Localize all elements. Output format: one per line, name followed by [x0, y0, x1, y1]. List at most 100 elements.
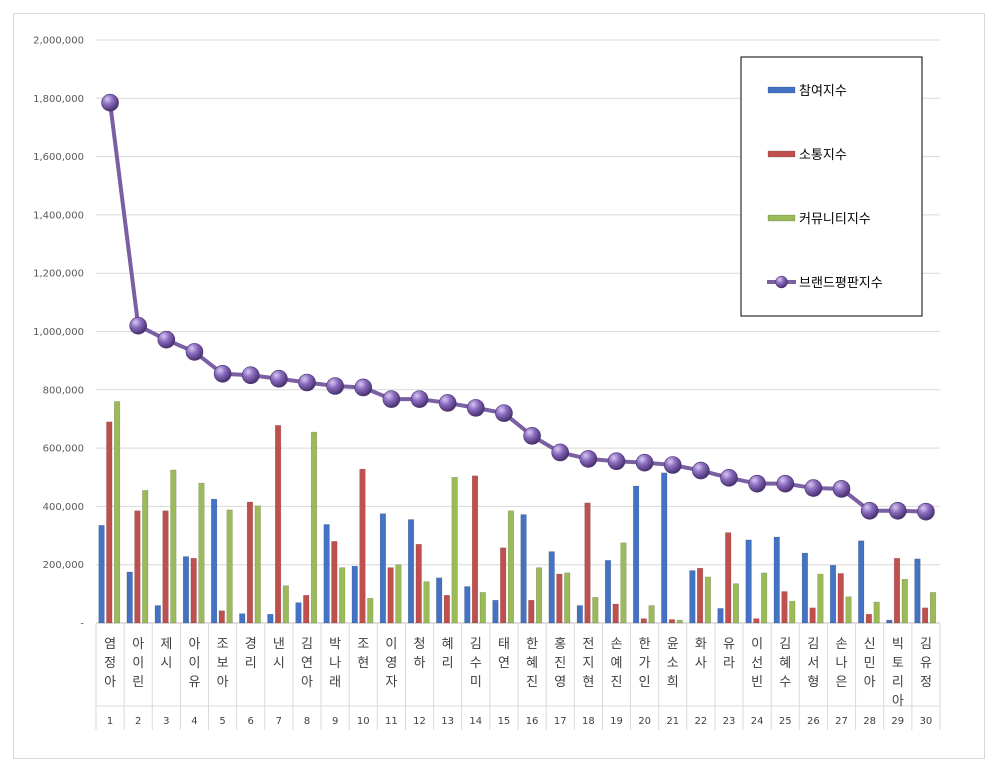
reputation-point-11: [382, 390, 401, 408]
bar-3-16: [536, 567, 543, 624]
category-label-char: 린: [132, 675, 144, 690]
bar-1-11: [379, 513, 386, 624]
rank-label: 22: [695, 716, 708, 727]
rank-label: 19: [610, 716, 623, 727]
bar-3-25: [789, 600, 796, 624]
category-label-char: 예: [610, 656, 622, 671]
category-label-char: 시: [273, 656, 285, 671]
category-label-char: 시: [160, 656, 172, 671]
bar-2-20: [640, 618, 647, 624]
rank-label: 8: [304, 716, 310, 727]
bar-1-22: [689, 570, 696, 624]
category-label-char: 경: [245, 637, 257, 652]
category-label-char: 손: [610, 637, 622, 652]
bar-1-2: [126, 571, 133, 624]
category-label-char: 아: [104, 675, 116, 690]
category-label-char: 혜: [779, 656, 791, 671]
rank-label: 28: [863, 716, 876, 727]
legend-label-4: 브랜드평판지수: [799, 276, 883, 291]
bar-1-7: [267, 614, 274, 624]
category-label-char: 아: [217, 675, 229, 690]
bar-3-5: [226, 509, 233, 624]
bar-3-1: [114, 401, 121, 624]
category-label-char: 나: [836, 656, 848, 671]
reputation-point-1: [101, 93, 119, 112]
y-tick-label: 1,000,000: [33, 327, 84, 338]
reputation-point-26: [804, 479, 823, 497]
bars: [98, 401, 936, 624]
bar-3-18: [592, 597, 599, 624]
category-label-char: 래: [329, 675, 341, 690]
category-label-char: 아: [892, 694, 904, 709]
category-label-char: 자: [385, 675, 397, 690]
category-label-char: 박: [329, 637, 341, 652]
category-label-char: 현: [582, 675, 594, 690]
category-label-char: 은: [836, 675, 848, 690]
bar-1-23: [717, 608, 724, 624]
rank-label: 3: [163, 716, 169, 727]
bar-3-27: [845, 596, 852, 624]
rank-label: 10: [357, 716, 370, 727]
reputation-point-20: [635, 453, 654, 472]
legend-swatch-marker: [775, 275, 788, 289]
reputation-point-4: [185, 343, 204, 361]
category-label-char: 현: [357, 656, 369, 671]
category-label-char: 희: [667, 675, 679, 690]
bar-3-3: [170, 469, 177, 624]
category-label-char: 진: [554, 656, 566, 671]
rank-label: 26: [807, 716, 820, 727]
bar-1-9: [323, 524, 330, 624]
bar-3-12: [423, 581, 430, 624]
reputation-point-2: [129, 316, 147, 335]
reputation-point-3: [157, 330, 176, 349]
reputation-point-8: [298, 373, 316, 392]
category-label-char: 윤: [667, 637, 679, 652]
rank-label: 4: [191, 716, 197, 727]
rank-label: 17: [554, 716, 567, 727]
category-label-char: 조: [357, 637, 369, 652]
bar-1-17: [548, 551, 555, 624]
category-label-char: 손: [836, 637, 848, 652]
bar-3-6: [254, 505, 261, 624]
bar-3-4: [198, 482, 205, 624]
bar-2-30: [922, 607, 929, 624]
rank-label: 27: [835, 716, 848, 727]
category-label-char: 혜: [526, 656, 538, 671]
bar-2-8: [303, 595, 310, 624]
bar-1-15: [492, 600, 499, 624]
bar-3-15: [507, 510, 514, 624]
category-label-char: 보: [217, 656, 229, 671]
category-label-char: 유: [723, 637, 735, 652]
category-label-char: 이: [751, 637, 763, 652]
bar-3-29: [901, 579, 908, 624]
bar-3-23: [732, 583, 740, 624]
reputation-line: [101, 93, 935, 521]
bar-3-30: [929, 592, 936, 624]
bar-1-27: [829, 565, 837, 624]
category-label-char: 수: [779, 675, 791, 690]
reputation-point-30: [917, 502, 935, 521]
category-label-char: 영: [554, 675, 566, 690]
category-label-char: 연: [301, 656, 313, 671]
category-label-char: 소: [667, 656, 679, 671]
category-label-char: 사: [695, 656, 707, 671]
bar-1-3: [154, 605, 161, 624]
reputation-point-13: [438, 394, 457, 412]
category-label-char: 홍: [554, 637, 566, 652]
bar-1-16: [520, 514, 527, 624]
category-label-char: 빅: [892, 637, 904, 652]
rank-label: 23: [723, 716, 736, 727]
category-label-char: 리: [245, 656, 257, 671]
